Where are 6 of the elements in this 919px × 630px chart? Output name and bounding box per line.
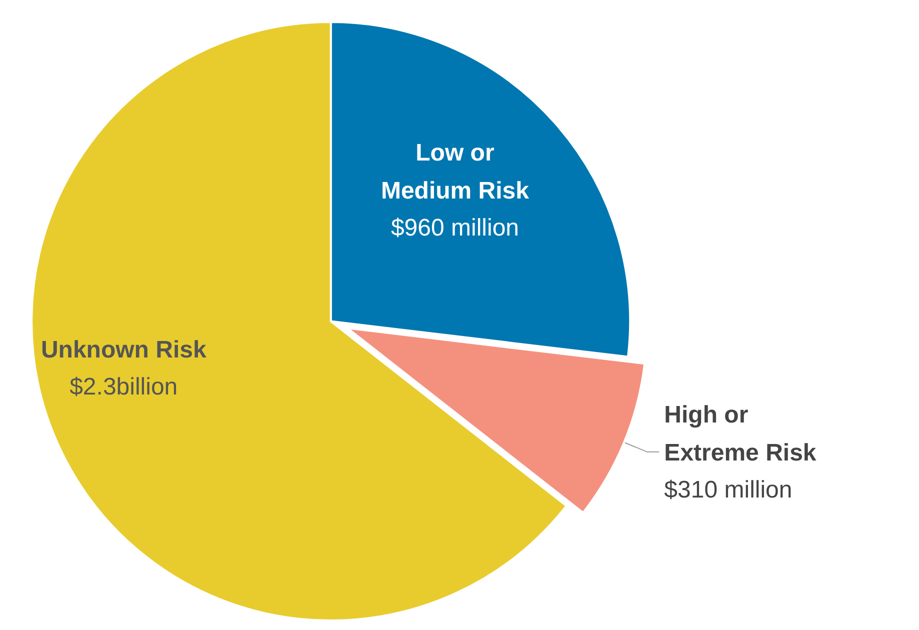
slice-label: Low or Medium Risk — [380, 139, 530, 204]
data-label: $2.3billion — [70, 374, 178, 401]
data-label: $960 million — [390, 214, 520, 242]
slice-label: Unknown Risk — [40, 336, 207, 364]
data-label: $310 million — [664, 476, 792, 504]
slice-label: High or Extreme Risk — [664, 401, 817, 466]
